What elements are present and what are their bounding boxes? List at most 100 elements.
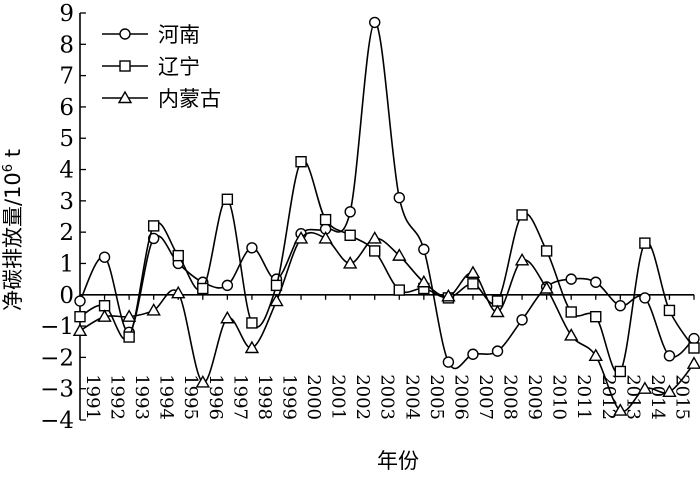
data-point-triangle [613,403,628,416]
data-point-square [369,245,381,257]
y-tick-label: −2 [40,345,74,371]
series-triangle [72,231,700,416]
data-point-square [74,310,86,323]
data-point-circle [442,356,455,368]
series-square [74,156,700,378]
data-point-triangle [72,323,88,336]
legend-entry: 内蒙古 [102,87,221,111]
data-point-square [172,249,184,262]
data-point-circle [147,232,160,245]
x-tick-label: 1994 [156,374,177,420]
data-point-triangle [293,231,309,244]
data-point-circle [565,273,577,285]
x-tick-label: 2007 [475,374,496,420]
series-line-triangle [79,231,695,413]
y-axis-title: 净碳排放量/106 t [1,149,25,311]
data-point-square [590,310,602,323]
data-point-triangle [97,309,112,322]
data-point-square [197,282,209,295]
x-axis-ticks: 1991 1992 1993 1994 1995 1996 1997 1998 1999 2000… [79,294,700,420]
data-point-circle [246,242,258,254]
data-point-triangle [637,381,653,394]
data-point-triangle [490,304,505,318]
x-tick-label: 2005 [426,374,447,420]
data-point-triangle [244,340,260,354]
data-point-square [565,306,577,318]
data-point-circle [98,251,111,263]
data-point-circle [663,350,676,362]
data-point-circle [344,206,356,218]
data-point-circle [639,292,651,304]
data-point-triangle [392,248,407,261]
data-point-square [246,317,258,329]
legend-entry: 河南 [102,23,200,47]
data-point-triangle [588,348,603,362]
x-tick-label: 2001 [328,374,349,420]
y-tick-label: 1 [59,251,74,277]
data-point-triangle [195,375,211,388]
y-tick-label: 0 [59,283,74,309]
data-point-triangle [465,265,481,279]
y-tick-label: 7 [59,64,74,90]
legend-entry: 辽宁 [102,55,200,79]
data-point-square [467,278,479,290]
y-axis-title-main: 净碳排放量/10 [1,172,25,311]
legend-marker-square [119,60,131,72]
x-tick-label: 1997 [229,374,250,420]
y-tick-label: 5 [59,126,74,152]
x-tick-label: 2000 [303,374,324,420]
data-point-triangle [416,274,432,288]
plot-area [72,16,700,416]
x-tick-label: 1996 [205,374,226,420]
data-point-square [319,213,332,226]
data-point-circle [369,16,381,29]
y-tick-label: 8 [59,32,74,58]
data-point-triangle [342,256,358,269]
data-point-square [639,237,651,249]
data-point-triangle [269,293,284,307]
y-tick-label: −4 [40,408,74,434]
data-point-triangle [539,281,554,294]
x-tick-label: 2010 [549,374,570,420]
data-point-square [147,220,160,232]
x-tick-label: 2008 [500,374,521,420]
y-tick-label: 3 [59,189,74,215]
data-point-square [221,193,234,205]
data-point-triangle [121,309,137,322]
data-point-triangle [662,384,677,398]
y-tick-label: −1 [40,314,74,340]
data-point-square [295,156,307,168]
data-point-circle [491,345,504,357]
data-point-triangle [514,252,530,266]
x-tick-label: 2002 [352,374,373,420]
y-tick-label: 6 [59,95,74,121]
y-axis-title-unit: t [1,149,25,164]
legend-label: 内蒙古 [158,87,221,111]
data-point-circle [614,300,627,312]
data-point-triangle [220,310,235,324]
x-tick-label: 2016 [696,374,700,420]
data-point-circle [590,276,602,288]
legend-marker-circle [119,28,131,40]
x-axis-title: 年份 [377,449,419,473]
data-point-square [98,300,111,312]
legend-marker-triangle [117,90,133,104]
y-tick-label: 4 [59,158,74,184]
x-tick-label: 1998 [254,374,275,420]
data-point-circle [393,192,405,204]
data-point-square [540,245,553,257]
x-tick-label: 2014 [647,374,668,420]
x-tick-label: 2015 [671,374,692,420]
data-point-triangle [318,231,333,244]
x-tick-label: 2012 [598,374,619,420]
x-tick-label: 1991 [82,374,103,420]
x-tick-label: 1995 [180,374,201,420]
data-point-square [516,209,528,221]
x-tick-label: 1992 [107,374,128,420]
y-axis-title-superscript: 6 [1,164,16,172]
x-tick-label: 2004 [401,374,422,420]
y-tick-label: 2 [59,220,74,246]
data-point-square [344,229,356,241]
data-point-circle [418,243,430,256]
data-point-square [663,304,676,317]
